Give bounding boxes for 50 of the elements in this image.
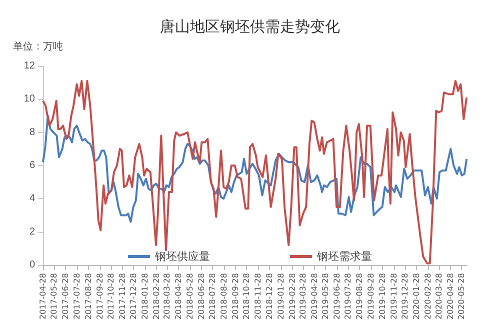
y-tick-label: 8: [29, 126, 36, 138]
x-tick-label: 2017-09-28: [95, 273, 104, 320]
y-tick-label: 4: [29, 193, 36, 204]
x-tick-label: 2019-06-28: [332, 273, 342, 320]
y-tick-label: 6: [29, 160, 36, 171]
x-tick-label: 2019-05-28: [320, 273, 330, 320]
x-tick-label: 2017-11-28: [118, 273, 128, 320]
x-tick-label: 2019-10-28: [378, 273, 387, 320]
x-tick-label: 2017-12-28: [129, 273, 138, 320]
x-tick-label: 2019-04-28: [310, 273, 319, 320]
x-tick-label: 2018-05-28: [185, 273, 194, 320]
x-tick-label: 2019-01-28: [276, 273, 286, 320]
x-tick-label: 2020-02-28: [423, 273, 432, 320]
y-tick-label: 12: [24, 60, 36, 72]
legend-label: 钢坯供应量: [154, 250, 210, 263]
x-tick-label: 2017-05-28: [50, 273, 59, 320]
x-tick-label: 2019-09-28: [366, 273, 376, 320]
x-tick-label: 2017-10-28: [106, 273, 116, 320]
x-tick-label: 2017-07-28: [72, 273, 82, 320]
x-tick-label: 2018-02-28: [152, 273, 162, 320]
chart-title: 唐山地区钢坯供需走势变化: [160, 18, 340, 36]
y-tick-label: 10: [24, 94, 36, 105]
x-tick-label: 2020-01-28: [412, 273, 421, 320]
y-tick-label: 2: [29, 226, 36, 238]
x-tick-label: 2020-05-28: [456, 273, 466, 320]
x-tick-label: 2018-01-28: [140, 273, 150, 320]
x-tick-label: 2018-04-28: [174, 273, 184, 320]
x-tick-label: 2019-08-28: [355, 273, 364, 320]
x-tick-label: 2019-12-28: [400, 273, 410, 320]
x-tick-label: 2018-12-28: [264, 273, 274, 320]
x-tick-label: 2019-07-28: [344, 273, 353, 320]
x-tick-label: 2018-08-28: [219, 273, 228, 320]
line-series: [42, 114, 468, 223]
x-tick-label: 2018-09-28: [230, 273, 240, 320]
x-tick-label: 2019-02-28: [288, 273, 297, 320]
x-tick-label: 2018-11-28: [254, 273, 263, 320]
y-tick-label: 0: [29, 260, 36, 270]
x-tick-label: 2020-03-28: [434, 273, 444, 320]
x-tick-label: 2018-07-28: [208, 273, 217, 320]
x-tick-label: 2018-10-28: [242, 273, 252, 320]
x-tick-label: 2019-03-28: [298, 273, 308, 320]
x-tick-label: 2018-06-28: [196, 273, 206, 320]
x-tick-label: 2017-08-28: [84, 273, 93, 320]
x-tick-label: 2018-03-28: [162, 273, 172, 320]
x-tick-label: 2017-06-28: [61, 273, 70, 320]
x-tick-label: 2019-11-28: [389, 273, 398, 320]
x-tick-label: 2017-04-28: [38, 273, 48, 320]
y-axis-title: 单位：万吨: [13, 40, 63, 52]
legend-label: 钢坯需求量: [316, 250, 372, 263]
x-tick-label: 2020-04-28: [446, 273, 455, 320]
